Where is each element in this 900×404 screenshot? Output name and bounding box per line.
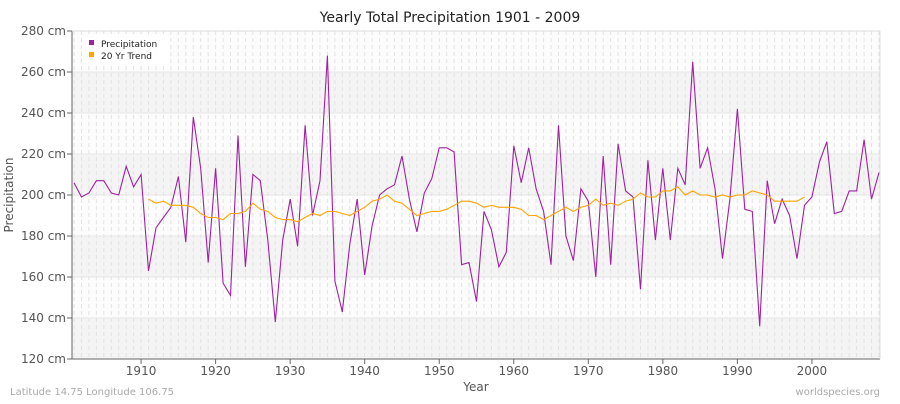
legend-swatch-precipitation [89,40,94,45]
y-tick-label: 120 cm [21,352,66,366]
y-tick-label: 140 cm [21,311,66,325]
trend-line [148,186,805,223]
y-tick-label: 280 cm [21,24,66,38]
band [72,113,880,154]
y-axis-label: Precipitation [2,157,16,232]
y-tick-label: 220 cm [21,147,66,161]
y-tick-label: 260 cm [21,65,66,79]
legend-box [82,34,170,64]
x-tick-label: 1990 [722,364,753,378]
x-tick-label: 1970 [573,364,604,378]
legend: Precipitation 20 Yr Trend [82,34,170,64]
footer-source: worldspecies.org [796,387,880,398]
x-tick-label: 1950 [424,364,455,378]
y-tick-label: 180 cm [21,229,66,243]
chart-title: Yearly Total Precipitation 1901 - 2009 [319,10,581,26]
x-tick-label: 1940 [349,364,380,378]
y-tick-label: 200 cm [21,188,66,202]
x-tick-label: 1910 [126,364,157,378]
x-tick-label: 2000 [797,364,828,378]
band [72,31,880,72]
legend-label-precipitation: Precipitation [101,40,157,50]
band [72,318,880,359]
precipitation-line [73,55,880,327]
x-tick-label: 1920 [200,364,231,378]
x-tick-label: 1960 [498,364,529,378]
x-tick-label: 1930 [275,364,306,378]
x-tick-label: 1980 [648,364,679,378]
x-axis-label: Year [462,380,488,394]
y-tick-label: 240 cm [21,106,66,120]
y-tick-label: 160 cm [21,270,66,284]
footer-location: Latitude 14.75 Longitude 106.75 [10,387,174,398]
legend-swatch-trend [89,52,94,57]
legend-label-trend: 20 Yr Trend [101,52,152,62]
band [72,72,880,113]
